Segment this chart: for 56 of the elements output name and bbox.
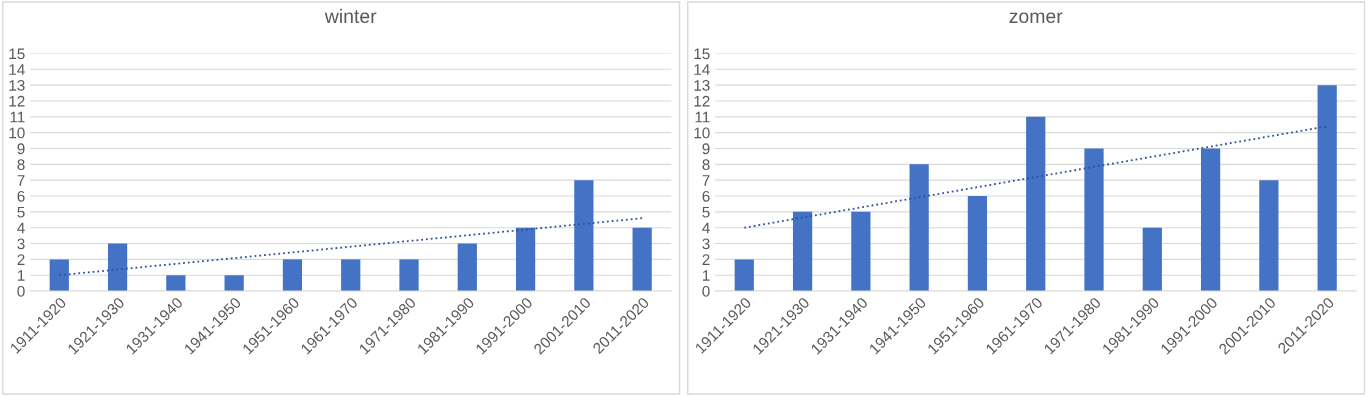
bar [1317, 85, 1337, 292]
bar [1259, 180, 1279, 292]
y-tick-label: 9 [17, 143, 25, 155]
y-tick-label: 2 [17, 254, 25, 265]
y-tick-label: 15 [9, 48, 25, 60]
bar [792, 211, 813, 292]
y-tick-label: 11 [10, 111, 25, 123]
bar [734, 259, 754, 292]
bar [1142, 227, 1162, 292]
y-tick-label: 12 [694, 95, 710, 107]
bar [909, 164, 929, 292]
y-tick-label: 6 [17, 190, 25, 202]
y-tick-label: 12 [9, 95, 25, 107]
bar [457, 243, 477, 292]
y-tick-label: 7 [702, 175, 710, 186]
bar [166, 275, 186, 292]
y-tick-label: 14 [9, 64, 25, 75]
y-tick-label: 3 [702, 238, 710, 250]
y-tick-label: 9 [702, 143, 710, 155]
y-tick-label: 0 [702, 285, 710, 297]
bar [574, 180, 594, 292]
y-tick-label: 4 [17, 222, 25, 234]
y-tick-label: 10 [694, 127, 710, 139]
y-tick-label: 8 [702, 159, 710, 171]
bar [632, 227, 652, 292]
y-tick-label: 0 [17, 285, 25, 297]
bar [49, 259, 69, 292]
y-tick-label: 8 [17, 159, 25, 171]
y-tick-label: 2 [702, 254, 710, 265]
chart-title: winter [324, 8, 377, 24]
y-tick-label: 5 [702, 206, 710, 218]
y-tick-label: 13 [9, 80, 25, 91]
bar [1026, 116, 1046, 292]
y-tick-label: 10 [9, 127, 25, 139]
bar [851, 211, 871, 292]
y-tick-label: 6 [702, 190, 710, 202]
y-tick-label: 3 [17, 238, 25, 250]
chart-title: zomer [1009, 12, 1063, 24]
y-tick-label: 14 [694, 64, 710, 75]
bar [282, 259, 303, 292]
bar [341, 259, 361, 292]
y-tick-label: 15 [694, 48, 710, 60]
y-tick-label: 11 [695, 111, 710, 123]
y-tick-label: 1 [702, 270, 710, 281]
y-tick-label: 4 [702, 222, 710, 234]
bar [967, 196, 988, 292]
y-tick-label: 13 [694, 80, 710, 91]
bar [399, 259, 419, 292]
y-tick-label: 1 [17, 270, 25, 281]
bar [1084, 148, 1104, 292]
bar [515, 227, 536, 292]
bar [224, 275, 244, 292]
bar [1200, 148, 1221, 292]
bar [107, 243, 128, 292]
y-tick-label: 5 [17, 206, 25, 218]
y-tick-label: 7 [17, 175, 25, 186]
